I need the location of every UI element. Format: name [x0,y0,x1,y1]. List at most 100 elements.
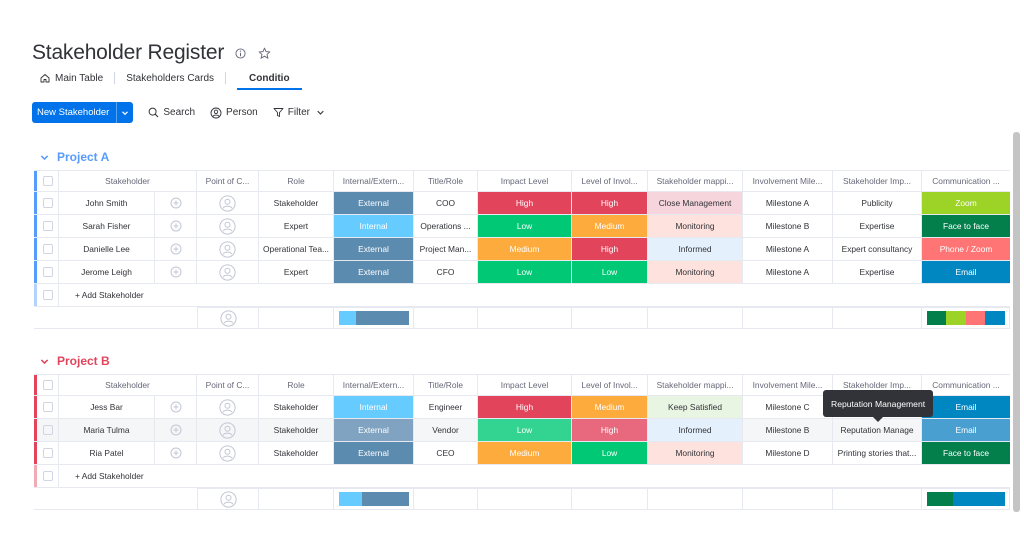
person-filter-button[interactable]: Person [210,107,258,119]
table-row[interactable]: Danielle Lee Operational Tea... External Pr… [34,238,1010,261]
title-role-cell[interactable]: Operations ... [414,215,478,237]
role-cell[interactable]: Operational Tea... [259,238,334,260]
communication-status[interactable]: Zoom [922,192,1010,214]
internal-external-status[interactable]: External [334,261,414,283]
avatar-placeholder-icon[interactable] [219,421,236,439]
table-row[interactable]: Sarah Fisher Expert Internal Operations ...… [34,215,1010,238]
tab-stakeholders-cards[interactable]: Stakeholders Cards [126,68,214,90]
column-header[interactable]: Involvement Mile... [743,171,833,191]
add-update-button[interactable] [155,442,197,464]
stakeholder-name[interactable]: Danielle Lee [59,238,155,260]
role-cell[interactable]: Stakeholder [259,442,334,464]
select-all-checkbox[interactable] [42,380,53,390]
add-update-icon[interactable] [170,220,182,232]
impact-level-status[interactable]: Low [478,215,572,237]
column-header[interactable]: Stakeholder mappi... [648,375,743,395]
involvement-level-status[interactable]: Low [572,261,648,283]
stakeholder-mapping-label[interactable]: Close Management [648,192,743,214]
filter-button[interactable]: Filter [273,107,329,118]
impact-level-status[interactable]: High [478,192,572,214]
add-update-button[interactable] [155,419,197,441]
add-update-icon[interactable] [170,424,182,436]
title-role-cell[interactable]: Vendor [414,419,478,441]
involvement-level-status[interactable]: High [572,238,648,260]
communication-status[interactable]: Face to face [922,442,1010,464]
add-update-icon[interactable] [170,197,182,209]
title-role-cell[interactable]: CEO [414,442,478,464]
avatar-placeholder-icon[interactable] [219,194,236,212]
role-cell[interactable]: Stakeholder [259,419,334,441]
row-checkbox[interactable] [42,198,53,208]
add-update-icon[interactable] [170,243,182,255]
select-all-checkbox-cell[interactable] [37,375,59,395]
involvement-level-status[interactable]: High [572,192,648,214]
chevron-down-icon[interactable] [116,102,133,123]
stakeholder-importance-cell[interactable]: Publicity [833,192,922,214]
column-header[interactable]: Communication ... [932,176,1000,186]
involvement-level-status[interactable]: Medium [572,215,648,237]
add-stakeholder-button[interactable]: + Add Stakeholder [75,290,144,300]
add-update-icon[interactable] [170,266,182,278]
search-button[interactable]: Search [148,107,195,118]
role-cell[interactable]: Expert [259,215,334,237]
involvement-level-status[interactable]: Low [572,442,648,464]
role-cell[interactable]: Stakeholder [259,396,334,418]
internal-external-status[interactable]: External [334,192,414,214]
select-all-checkbox[interactable] [42,176,53,186]
add-stakeholder-button[interactable]: + Add Stakeholder [75,471,144,481]
row-checkbox-cell[interactable] [37,442,59,464]
point-of-contact-cell[interactable] [197,261,259,283]
column-header[interactable]: Internal/Extern... [334,375,414,395]
column-header[interactable]: Impact Level [478,375,572,395]
impact-level-status[interactable]: High [478,396,572,418]
involvement-milestone-cell[interactable]: Milestone D [743,442,833,464]
avatar-placeholder-icon[interactable] [219,263,236,281]
add-update-icon[interactable] [170,401,182,413]
internal-external-status[interactable]: External [334,238,414,260]
group-title[interactable]: Project A [57,150,110,164]
point-of-contact-cell[interactable] [197,215,259,237]
point-of-contact-cell[interactable] [197,396,259,418]
avatar-placeholder-icon[interactable] [219,240,236,258]
column-header[interactable]: Internal/Extern... [334,171,414,191]
point-of-contact-cell[interactable] [197,238,259,260]
row-checkbox-cell[interactable] [37,215,59,237]
row-checkbox-cell[interactable] [37,192,59,214]
add-update-button[interactable] [155,192,197,214]
internal-external-status[interactable]: External [334,442,414,464]
impact-level-status[interactable]: Medium [478,238,572,260]
info-icon[interactable] [232,45,248,61]
add-item-row[interactable]: + Add Stakeholder [34,465,1010,488]
add-update-button[interactable] [155,261,197,283]
group-header-project-a[interactable]: Project A [40,150,109,164]
stakeholder-importance-cell[interactable]: Reputation Manage [833,419,922,441]
stakeholder-mapping-label[interactable]: Informed [648,238,743,260]
stakeholder-name[interactable]: Jerome Leigh [59,261,155,283]
table-row[interactable]: Jerome Leigh Expert External CFO Low Low Monit… [34,261,1010,284]
involvement-milestone-cell[interactable]: Milestone B [743,215,833,237]
group-header-project-b[interactable]: Project B [40,354,110,368]
involvement-level-status[interactable]: High [572,419,648,441]
chevron-down-icon[interactable] [40,153,49,162]
column-header[interactable]: Stakeholder [59,171,197,191]
table-row[interactable]: John Smith Stakeholder External COO High High… [34,192,1010,215]
select-all-checkbox-cell[interactable] [37,171,59,191]
add-update-button[interactable] [155,238,197,260]
column-header[interactable]: Level of Invol... [572,375,648,395]
row-checkbox-cell[interactable] [37,261,59,283]
involvement-milestone-cell[interactable]: Milestone C [743,396,833,418]
add-update-button[interactable] [155,396,197,418]
communication-status[interactable]: Phone / Zoom [922,238,1010,260]
stakeholder-mapping-label[interactable]: Monitoring [648,442,743,464]
title-role-cell[interactable]: Engineer [414,396,478,418]
vertical-scrollbar[interactable] [1013,132,1020,512]
column-header[interactable]: Stakeholder [59,375,197,395]
stakeholder-importance-cell[interactable]: Expertise [833,215,922,237]
row-checkbox[interactable] [42,221,53,231]
row-checkbox[interactable] [42,448,53,458]
stakeholder-importance-cell[interactable]: Printing stories that... [833,442,922,464]
row-checkbox-cell[interactable] [37,419,59,441]
column-header[interactable]: Role [259,171,334,191]
column-header[interactable]: Level of Invol... [572,171,648,191]
tab-conditional[interactable]: Conditio [237,68,302,90]
